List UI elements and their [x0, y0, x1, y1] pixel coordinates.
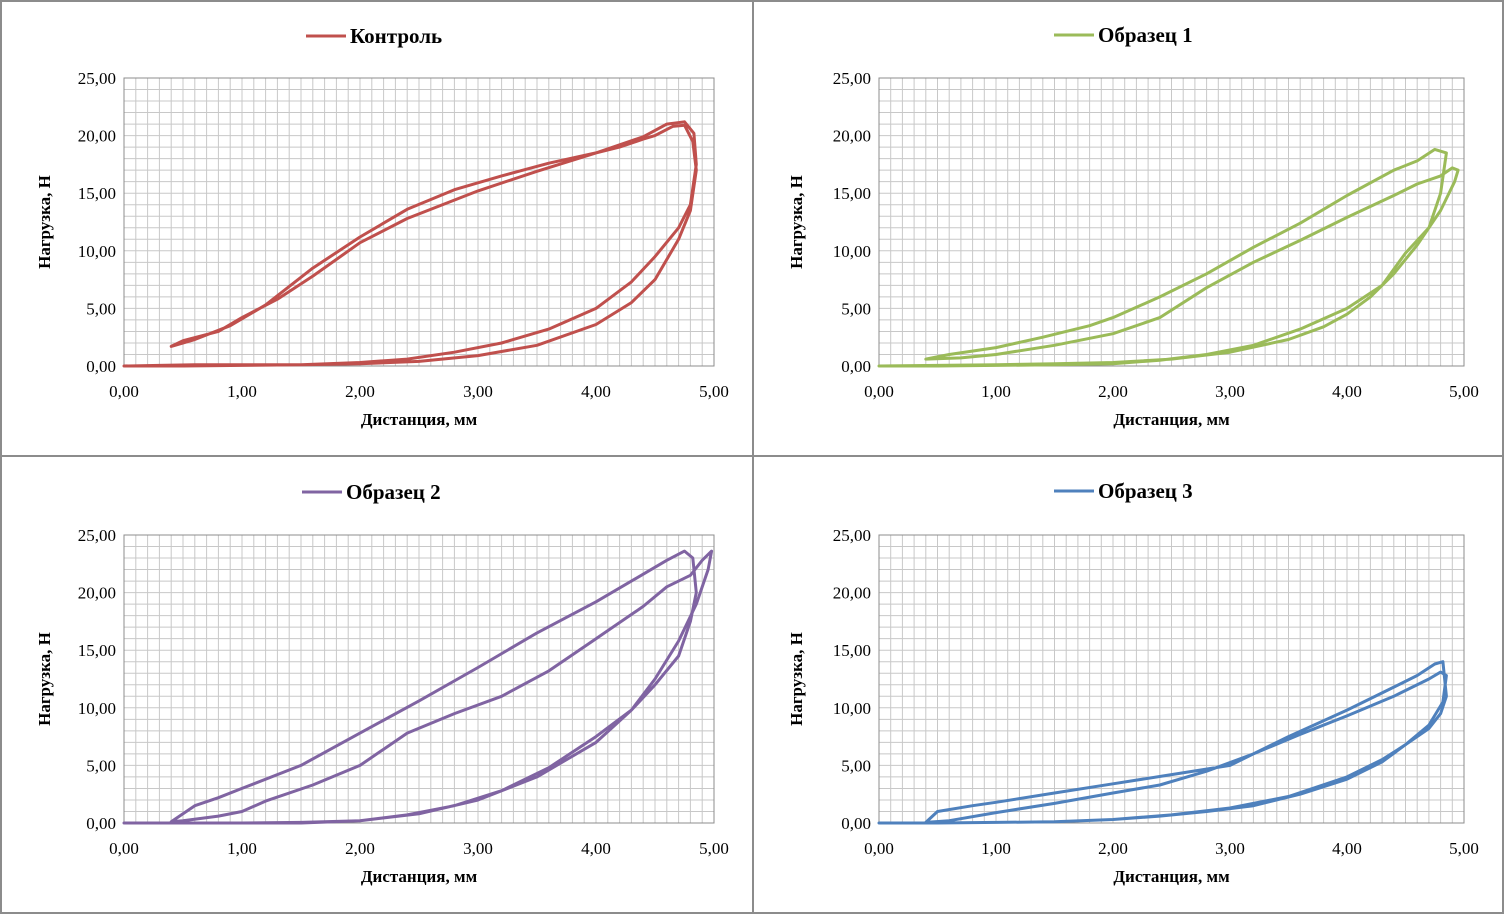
- x-tick-label: 4,00: [581, 382, 611, 401]
- x-tick-label: 1,00: [981, 839, 1011, 858]
- grid: [124, 535, 714, 823]
- grid: [879, 535, 1464, 823]
- series-line: [877, 147, 1460, 368]
- x-axis-title: Дистанция, мм: [1113, 410, 1230, 429]
- y-tick-label: 25,00: [78, 69, 116, 88]
- plot-area: [123, 77, 715, 367]
- y-tick-label: 20,00: [833, 584, 871, 603]
- y-tick-label: 10,00: [833, 242, 871, 261]
- series-line: [877, 660, 1448, 825]
- x-axis-title: Дистанция, мм: [1113, 867, 1230, 886]
- y-tick-label: 5,00: [86, 756, 116, 775]
- y-tick-label: 15,00: [833, 184, 871, 203]
- chart-panel-control: 0,00 5,00 10,00 15,00 20,00 25,00 0,00 1,00 2,00…: [0, 0, 754, 457]
- x-tick-label: 4,00: [1332, 382, 1362, 401]
- plot-area: [123, 534, 715, 824]
- x-tick-label: 1,00: [981, 382, 1011, 401]
- chart-panel-sample-3: 0,00 5,00 10,00 15,00 20,00 25,00 0,00 1,00 2,00…: [752, 455, 1504, 914]
- x-axis-title: Дистанция, мм: [361, 410, 478, 429]
- chart-sample-3: 0,00 5,00 10,00 15,00 20,00 25,00 0,00 1,00 2,00…: [787, 479, 1479, 886]
- y-tick-label: 10,00: [78, 242, 116, 261]
- x-tick-label: 0,00: [864, 839, 894, 858]
- x-tick-label: 2,00: [1098, 382, 1128, 401]
- legend-label: Образец 3: [1098, 479, 1193, 503]
- x-tick-label: 3,00: [1215, 839, 1245, 858]
- y-tick-label: 20,00: [78, 584, 116, 603]
- x-tick-label: 3,00: [463, 382, 493, 401]
- y-tick-label: 20,00: [78, 127, 116, 146]
- x-tick-label: 1,00: [227, 839, 257, 858]
- chart-panel-sample-1: 0,00 5,00 10,00 15,00 20,00 25,00 0,00 1,00 2,00…: [752, 0, 1504, 457]
- y-tick-label: 15,00: [78, 184, 116, 203]
- y-tick-label: 15,00: [833, 641, 871, 660]
- series-line: [122, 120, 698, 368]
- y-tick-label: 5,00: [841, 299, 871, 318]
- y-tick-label: 10,00: [833, 699, 871, 718]
- y-tick-label: 15,00: [78, 641, 116, 660]
- y-axis-title: Нагрузка, Н: [35, 632, 54, 726]
- x-tick-label: 2,00: [1098, 839, 1128, 858]
- x-tick-label: 5,00: [1449, 382, 1479, 401]
- y-axis-title: Нагрузка, Н: [787, 175, 806, 269]
- y-tick-label: 5,00: [86, 299, 116, 318]
- y-tick-label: 0,00: [86, 357, 116, 376]
- y-tick-label: 10,00: [78, 699, 116, 718]
- x-tick-label: 1,00: [227, 382, 257, 401]
- y-tick-label: 25,00: [833, 69, 871, 88]
- grid: [124, 78, 714, 366]
- chart-control: 0,00 5,00 10,00 15,00 20,00 25,00 0,00 1,00 2,00…: [35, 24, 729, 429]
- y-axis-title: Нагрузка, Н: [35, 175, 54, 269]
- x-tick-label: 3,00: [463, 839, 493, 858]
- legend-label: Контроль: [350, 24, 442, 48]
- y-tick-label: 25,00: [833, 526, 871, 545]
- x-tick-label: 2,00: [345, 382, 375, 401]
- chart-sample-2: 0,00 5,00 10,00 15,00 20,00 25,00 0,00 1,00 2,00…: [35, 480, 729, 886]
- legend-label: Образец 2: [346, 480, 441, 504]
- x-tick-label: 0,00: [109, 839, 139, 858]
- plot-area: [878, 534, 1465, 824]
- x-tick-label: 5,00: [1449, 839, 1479, 858]
- x-tick-label: 5,00: [699, 382, 729, 401]
- y-tick-label: 25,00: [78, 526, 116, 545]
- y-tick-label: 0,00: [841, 357, 871, 376]
- y-tick-label: 5,00: [841, 756, 871, 775]
- x-tick-label: 3,00: [1215, 382, 1245, 401]
- y-axis-title: Нагрузка, Н: [787, 632, 806, 726]
- x-tick-label: 0,00: [109, 382, 139, 401]
- x-tick-label: 4,00: [581, 839, 611, 858]
- legend-label: Образец 1: [1098, 23, 1193, 47]
- y-tick-label: 0,00: [86, 814, 116, 833]
- x-tick-label: 5,00: [699, 839, 729, 858]
- chart-panel-sample-2: 0,00 5,00 10,00 15,00 20,00 25,00 0,00 1,00 2,00…: [0, 455, 754, 914]
- x-tick-label: 4,00: [1332, 839, 1362, 858]
- x-tick-label: 0,00: [864, 382, 894, 401]
- grid: [879, 78, 1464, 366]
- plot-area: [878, 77, 1465, 367]
- chart-sample-1: 0,00 5,00 10,00 15,00 20,00 25,00 0,00 1,00 2,00…: [787, 23, 1479, 429]
- x-axis-title: Дистанция, мм: [361, 867, 478, 886]
- x-tick-label: 2,00: [345, 839, 375, 858]
- y-tick-label: 0,00: [841, 814, 871, 833]
- series-line: [122, 549, 714, 825]
- y-tick-label: 20,00: [833, 127, 871, 146]
